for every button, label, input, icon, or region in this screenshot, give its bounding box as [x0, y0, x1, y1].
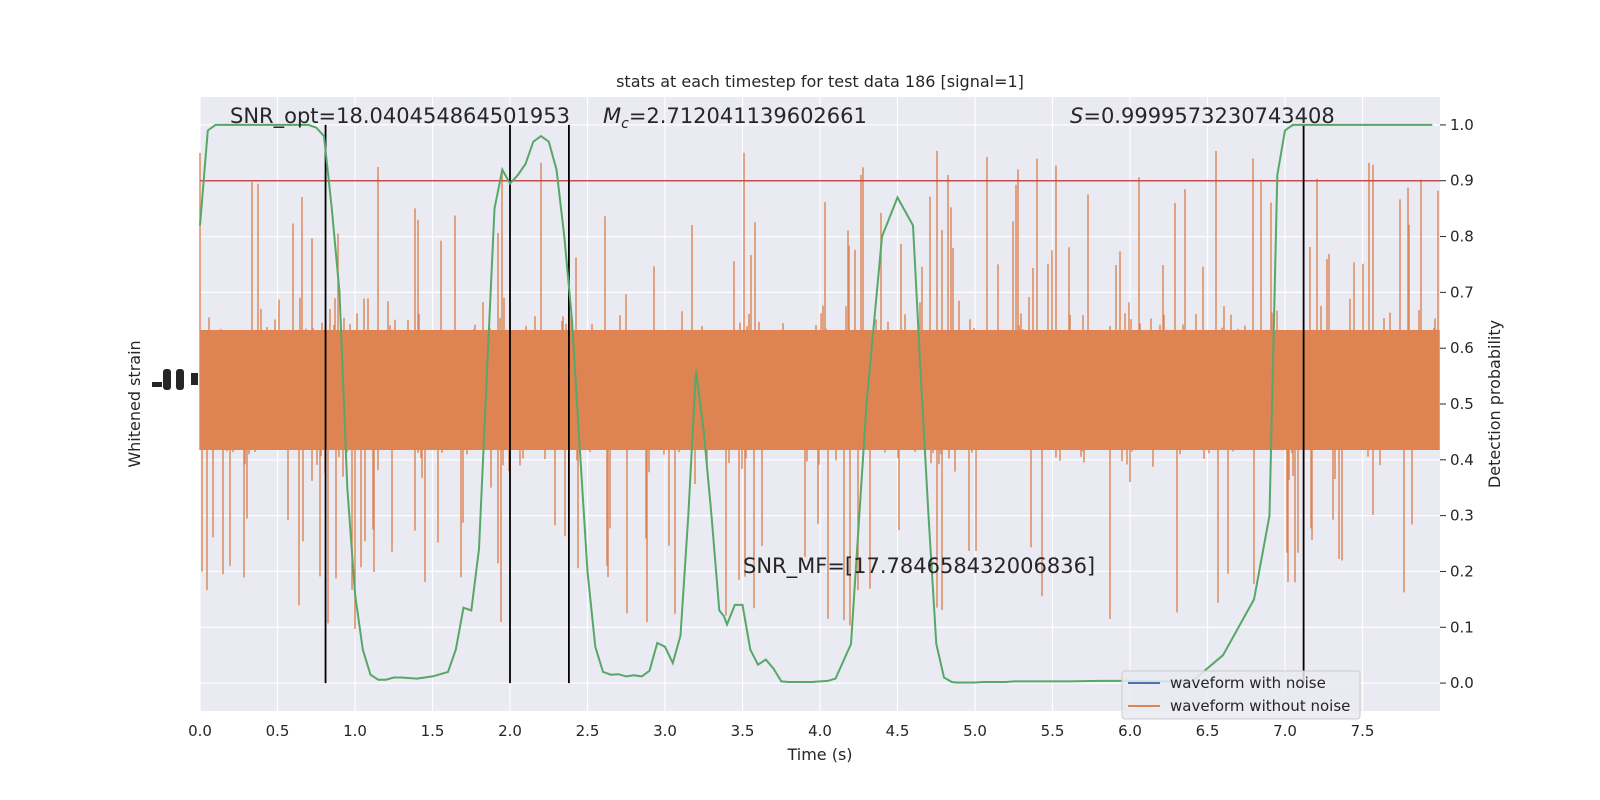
y-tick-label: 0.8 [1450, 228, 1474, 246]
y-tick-label: 0.4 [1450, 451, 1474, 469]
y-tick-label: 0.0 [1450, 674, 1474, 692]
legend: waveform with noise waveform without noi… [1121, 670, 1361, 720]
y-tick-label: 0.5 [1450, 395, 1474, 413]
x-tick-label: 2.0 [498, 722, 522, 740]
noise-waveform-path [199, 150, 1440, 629]
waveform-without-noise-series [199, 150, 1440, 629]
y-axis-label-left: Whitened strain [125, 340, 144, 467]
y-tick-label: 0.9 [1450, 172, 1474, 190]
legend-label-with-noise: waveform with noise [1170, 674, 1326, 692]
x-tick-label: 1.5 [421, 722, 445, 740]
y-tick-label: 0.1 [1450, 618, 1474, 636]
x-tick-label: 3.0 [653, 722, 677, 740]
y-tick-label: 0.7 [1450, 283, 1474, 301]
y-tick-label: 0.3 [1450, 507, 1474, 525]
y-tick-label: 0.6 [1450, 339, 1474, 357]
x-tick-label: 5.0 [963, 722, 987, 740]
y-axis-label-right: Detection probability [1485, 320, 1504, 488]
x-tick-label: 3.5 [731, 722, 755, 740]
x-tick-label: 1.0 [343, 722, 367, 740]
legend-box [1121, 670, 1361, 720]
x-axis-label: Time (s) [786, 745, 852, 764]
annotation-snr-opt: SNR_opt=18.040454864501953 [230, 104, 570, 129]
x-tick-label: 4.5 [886, 722, 910, 740]
y-tick-label: 1.0 [1450, 116, 1474, 134]
chart-title: stats at each timestep for test data 186… [616, 72, 1024, 91]
x-tick-label: 2.5 [576, 722, 600, 740]
x-tick-label: 7.0 [1273, 722, 1297, 740]
annotation-s: S=0.9999573230743408 [1070, 104, 1335, 128]
x-tick-label: 6.5 [1196, 722, 1220, 740]
x-tick-label: 0.5 [266, 722, 290, 740]
legend-label-without-noise: waveform without noise [1170, 697, 1350, 715]
x-tick-label: 6.0 [1118, 722, 1142, 740]
x-tick-label: 5.5 [1041, 722, 1065, 740]
x-tick-label: 4.0 [808, 722, 832, 740]
x-tick-label: 7.5 [1351, 722, 1375, 740]
x-tick-label: 0.0 [188, 722, 212, 740]
left-axis-tick-blobs [152, 369, 198, 390]
annotation-snr-mf: SNR_MF=[17.784658432006836] [743, 554, 1095, 579]
y-tick-label: 0.2 [1450, 562, 1474, 580]
annotation-chirp-mass: Mc=2.712041139602661 [603, 104, 867, 132]
